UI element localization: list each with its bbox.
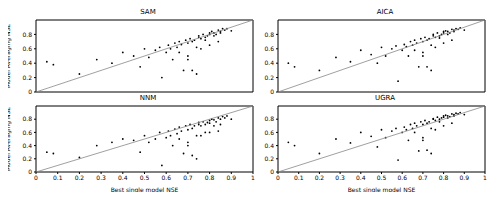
svg-text:1: 1	[251, 174, 255, 181]
html-text:AICA: AICA	[376, 8, 394, 16]
svg-text:0.2: 0.2	[75, 174, 85, 181]
svg-text:0.8: 0.8	[264, 31, 274, 38]
svg-text:0: 0	[34, 174, 38, 181]
svg-text:0.3: 0.3	[96, 174, 106, 181]
svg-text:0.8: 0.8	[439, 174, 449, 181]
svg-text:0.6: 0.6	[397, 174, 407, 181]
svg-text:0: 0	[276, 174, 280, 181]
svg-text:0.4: 0.4	[118, 174, 128, 181]
svg-text:0.4: 0.4	[264, 142, 274, 149]
svg-text:0: 0	[28, 88, 32, 94]
svg-text:0.2: 0.2	[264, 155, 274, 162]
svg-text:0: 0	[270, 88, 274, 94]
svg-text:0.8: 0.8	[22, 31, 32, 38]
svg-text:0.4: 0.4	[22, 59, 32, 66]
svg-text:0.8: 0.8	[22, 115, 32, 122]
svg-text:0.1: 0.1	[53, 174, 63, 181]
svg-text:0.2: 0.2	[315, 174, 325, 181]
svg-text:0.6: 0.6	[161, 174, 171, 181]
svg-text:0.1: 0.1	[294, 174, 304, 181]
svg-text:0.6: 0.6	[264, 129, 274, 136]
html-text:NNM: NNM	[139, 94, 157, 102]
svg-text:0.7: 0.7	[183, 174, 193, 181]
svg-text:Best single model NSE: Best single model NSE	[111, 186, 179, 192]
svg-text:0.5: 0.5	[377, 174, 387, 181]
svg-text:0.3: 0.3	[335, 174, 345, 181]
html-text:SAM: SAM	[140, 8, 156, 16]
svg-text:0.6: 0.6	[264, 45, 274, 52]
svg-text:0.6: 0.6	[22, 129, 32, 136]
svg-text:0.6: 0.6	[22, 45, 32, 52]
svg-text:0.4: 0.4	[264, 59, 274, 66]
svg-text:0.4: 0.4	[356, 174, 366, 181]
svg-text:0.8: 0.8	[264, 115, 274, 122]
svg-text:0.5: 0.5	[140, 174, 150, 181]
svg-text:0.2: 0.2	[264, 74, 274, 81]
svg-text:0: 0	[28, 168, 32, 175]
svg-text:0.8: 0.8	[205, 174, 215, 181]
svg-text:0.2: 0.2	[22, 74, 32, 81]
svg-text:Model Averaging NSE: Model Averaging NSE	[8, 107, 12, 171]
svg-text:Model Averaging NSE: Model Averaging NSE	[8, 24, 12, 88]
svg-text:0.9: 0.9	[460, 174, 470, 181]
svg-text:Best single model NSE: Best single model NSE	[348, 186, 416, 192]
svg-text:0: 0	[270, 168, 274, 175]
svg-text:0.2: 0.2	[22, 155, 32, 162]
html-text:UGRA: UGRA	[375, 94, 395, 102]
svg-text:1: 1	[483, 174, 487, 181]
svg-text:0.7: 0.7	[418, 174, 428, 181]
svg-text:0.4: 0.4	[22, 142, 32, 149]
svg-text:0.9: 0.9	[227, 174, 237, 181]
